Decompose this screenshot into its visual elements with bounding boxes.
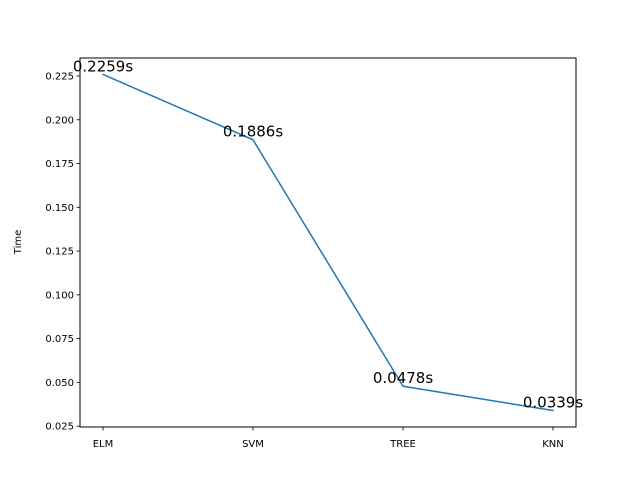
x-tick-label: KNN: [542, 439, 564, 450]
y-tick-label: 0.150: [45, 203, 74, 214]
y-axis-label: Time: [13, 230, 24, 255]
y-tick-label: 0.200: [45, 115, 74, 126]
plot-area: 0.025 0.050 0.075 0.100 0.125 0.150 0.175 0.200…: [45, 72, 563, 450]
y-tick-label: 0.225: [45, 72, 74, 83]
y-tick-label: 0.125: [45, 247, 74, 258]
y-tick-label: 0.025: [45, 422, 74, 433]
x-tick-label: SVM: [242, 439, 264, 450]
y-tick-label: 0.175: [45, 159, 74, 170]
x-tick-label: TREE: [389, 439, 416, 450]
x-tick-label: ELM: [93, 439, 114, 450]
y-tick-label: 0.075: [45, 334, 74, 345]
data-label: 0.2259s: [73, 57, 133, 75]
series-line: [102, 73, 554, 412]
y-tick-label: 0.100: [45, 290, 74, 301]
data-labels: 0.2259s 0.1886s 0.0478s 0.0339s: [73, 57, 583, 411]
data-label: 0.1886s: [223, 123, 283, 141]
y-tick-label: 0.050: [45, 378, 74, 389]
data-label: 0.0478s: [373, 369, 433, 387]
data-label: 0.0339s: [523, 394, 583, 412]
axes-frame: [79, 57, 577, 428]
